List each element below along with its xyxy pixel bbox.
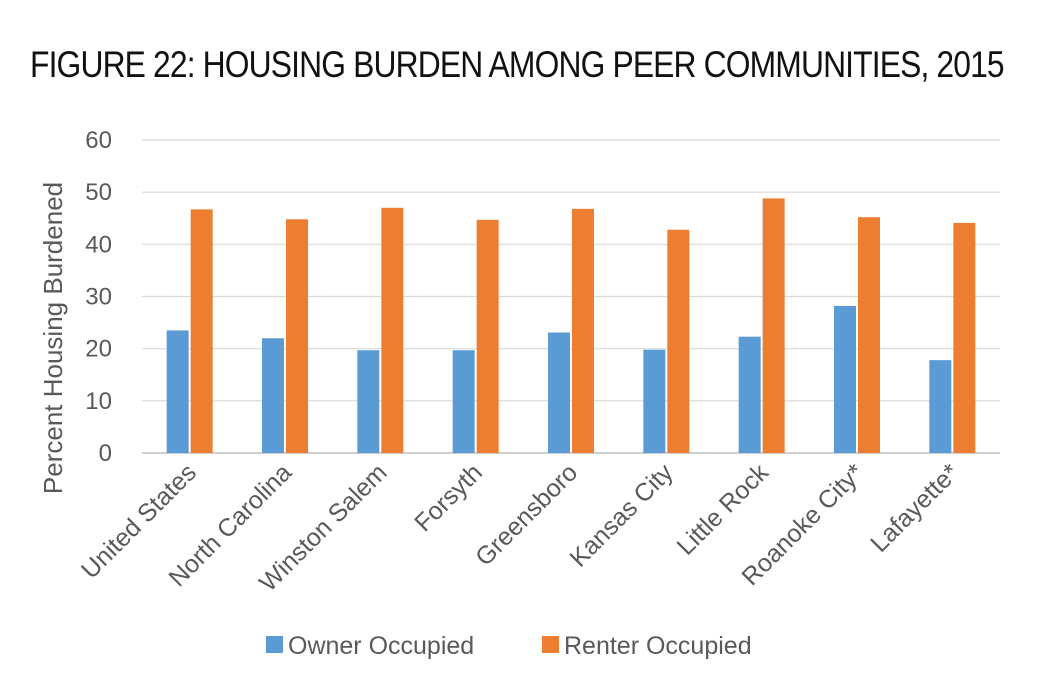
y-tick-label: 60 [85,127,112,154]
bar-renter-7 [858,217,880,453]
bar-owner-7 [834,305,856,453]
legend-label-owner: Owner Occupied [288,632,474,660]
bar-renter-6 [762,198,785,453]
y-tick-labels: 0 10 20 30 40 50 60 [85,127,112,467]
x-category-label: Kansas City [564,458,678,572]
x-category-label: Forsyth [409,458,488,537]
bar-renter-8 [953,222,976,453]
bar-owner-3 [452,350,475,453]
y-tick-label: 30 [85,284,112,311]
y-tick-label: 50 [85,179,112,206]
bar-renter-2 [381,207,404,453]
legend-swatch-renter [542,636,559,653]
y-tick-label: 20 [85,336,112,363]
y-tick-label: 0 [99,440,112,467]
bar-owner-5 [643,349,666,453]
y-tick-label: 10 [85,388,112,415]
bar-renter-3 [476,219,499,453]
bar-owner-2 [357,350,380,453]
x-category-label: Lafayette* [865,458,965,558]
legend-swatch-owner [266,636,283,653]
gridlines [142,139,1000,454]
legend-label-renter: Renter Occupied [564,632,752,660]
bar-owner-4 [548,332,570,453]
x-category-label: Little Rock [672,458,775,561]
bar-renter-0 [190,209,213,453]
bars [166,198,976,453]
y-axis-title: Percent Housing Burdened [38,182,68,494]
bar-owner-6 [738,336,761,453]
legend: Owner Occupied Renter Occupied [266,632,752,660]
bar-renter-4 [572,208,594,453]
y-tick-label: 40 [85,231,112,258]
bar-owner-1 [262,338,284,453]
bar-renter-1 [286,219,308,453]
chart-title: FIGURE 22: HOUSING BURDEN AMONG PEER COM… [30,44,1005,85]
bar-renter-5 [667,229,690,453]
bar-owner-0 [166,330,189,453]
bar-owner-8 [929,360,952,453]
